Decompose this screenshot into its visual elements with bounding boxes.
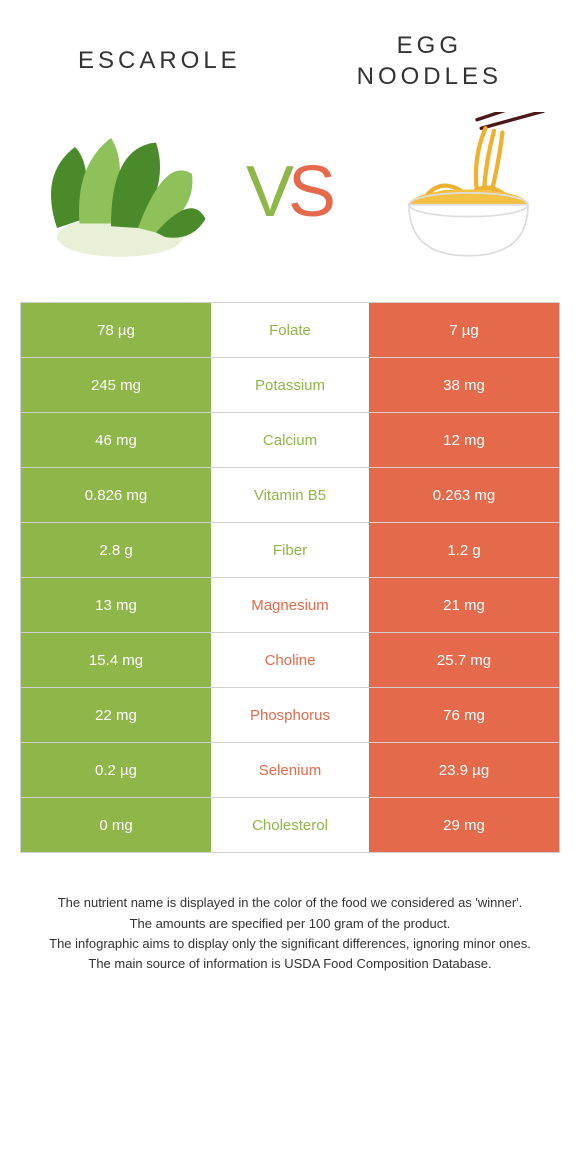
footnote-line-3: The infographic aims to display only the…	[30, 934, 550, 954]
nutrient-label: Phosphorus	[211, 688, 369, 742]
left-food-title: Escarole	[78, 47, 241, 75]
nutrient-row: 46 mgCalcium12 mg	[21, 413, 559, 468]
nutrient-row: 2.8 gFiber1.2 g	[21, 523, 559, 578]
nutrient-row: 245 mgPotassium38 mg	[21, 358, 559, 413]
nutrient-row: 13 mgMagnesium21 mg	[21, 578, 559, 633]
nutrient-label: Folate	[211, 303, 369, 357]
egg-noodles-icon	[370, 112, 550, 272]
nutrient-label: Selenium	[211, 743, 369, 797]
left-value: 13 mg	[21, 578, 211, 632]
left-value: 0.826 mg	[21, 468, 211, 522]
left-value: 0 mg	[21, 798, 211, 852]
right-value: 23.9 µg	[369, 743, 559, 797]
nutrient-label: Choline	[211, 633, 369, 687]
right-food-title-line2: Noodles	[357, 63, 502, 90]
vs-v: V	[246, 151, 292, 233]
nutrient-label: Fiber	[211, 523, 369, 577]
footnote-block: The nutrient name is displayed in the co…	[30, 893, 550, 974]
vs-label: V S	[246, 151, 334, 233]
nutrient-row: 0.826 mgVitamin B50.263 mg	[21, 468, 559, 523]
right-value: 7 µg	[369, 303, 559, 357]
right-value: 38 mg	[369, 358, 559, 412]
footnote-line-2: The amounts are specified per 100 gram o…	[30, 914, 550, 934]
comparison-header: Escarole Egg Noodles	[0, 0, 580, 102]
nutrient-row: 15.4 mgCholine25.7 mg	[21, 633, 559, 688]
left-value: 245 mg	[21, 358, 211, 412]
hero-row: V S	[0, 102, 580, 302]
nutrient-row: 78 µgFolate7 µg	[21, 303, 559, 358]
left-value: 0.2 µg	[21, 743, 211, 797]
right-value: 1.2 g	[369, 523, 559, 577]
right-food-title: Egg Noodles	[357, 30, 502, 92]
nutrient-label: Potassium	[211, 358, 369, 412]
right-value: 21 mg	[369, 578, 559, 632]
nutrient-row: 22 mgPhosphorus76 mg	[21, 688, 559, 743]
escarole-icon	[30, 112, 210, 272]
right-value: 25.7 mg	[369, 633, 559, 687]
left-value: 22 mg	[21, 688, 211, 742]
left-value: 2.8 g	[21, 523, 211, 577]
left-value: 15.4 mg	[21, 633, 211, 687]
nutrient-label: Vitamin B5	[211, 468, 369, 522]
nutrient-row: 0.2 µgSelenium23.9 µg	[21, 743, 559, 798]
footnote-line-4: The main source of information is USDA F…	[30, 954, 550, 974]
nutrient-label: Cholesterol	[211, 798, 369, 852]
right-value: 12 mg	[369, 413, 559, 467]
vs-s: S	[288, 151, 334, 233]
footnote-line-1: The nutrient name is displayed in the co…	[30, 893, 550, 913]
nutrient-label: Magnesium	[211, 578, 369, 632]
nutrient-row: 0 mgCholesterol29 mg	[21, 798, 559, 853]
left-value: 78 µg	[21, 303, 211, 357]
left-value: 46 mg	[21, 413, 211, 467]
nutrient-table: 78 µgFolate7 µg245 mgPotassium38 mg46 mg…	[20, 302, 560, 853]
right-value: 0.263 mg	[369, 468, 559, 522]
right-value: 29 mg	[369, 798, 559, 852]
right-value: 76 mg	[369, 688, 559, 742]
nutrient-label: Calcium	[211, 413, 369, 467]
right-food-title-line1: Egg	[397, 32, 462, 59]
